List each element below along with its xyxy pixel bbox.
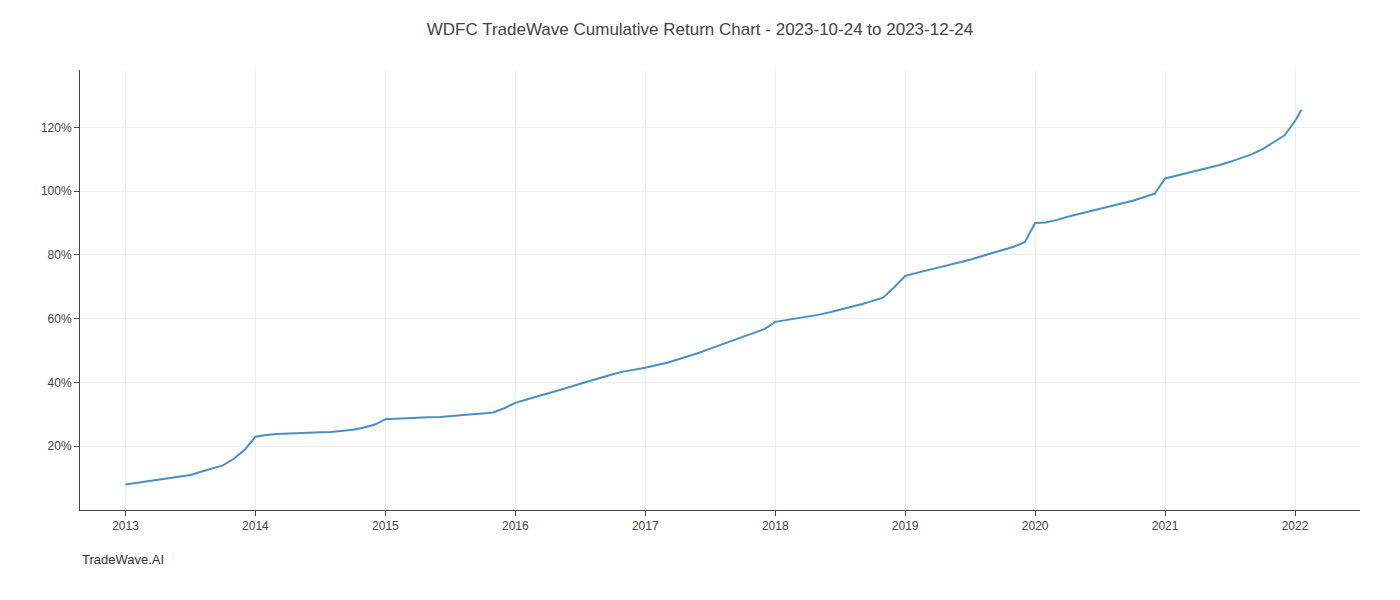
svg-text:20%: 20%: [48, 439, 72, 453]
svg-text:2016: 2016: [502, 519, 529, 533]
svg-text:2018: 2018: [762, 519, 789, 533]
svg-text:40%: 40%: [48, 376, 72, 390]
svg-text:2013: 2013: [112, 519, 139, 533]
svg-text:2019: 2019: [892, 519, 919, 533]
svg-text:2015: 2015: [372, 519, 399, 533]
svg-text:2022: 2022: [1282, 519, 1309, 533]
svg-text:2021: 2021: [1152, 519, 1179, 533]
svg-text:100%: 100%: [41, 184, 72, 198]
svg-text:TradeWave.AI: TradeWave.AI: [82, 552, 164, 567]
svg-text:WDFC TradeWave Cumulative Retu: WDFC TradeWave Cumulative Return Chart -…: [427, 20, 973, 39]
svg-text:2014: 2014: [242, 519, 269, 533]
svg-text:2020: 2020: [1022, 519, 1049, 533]
svg-text:2017: 2017: [632, 519, 659, 533]
svg-text:60%: 60%: [48, 312, 72, 326]
svg-text:80%: 80%: [48, 248, 72, 262]
svg-text:120%: 120%: [41, 121, 72, 135]
